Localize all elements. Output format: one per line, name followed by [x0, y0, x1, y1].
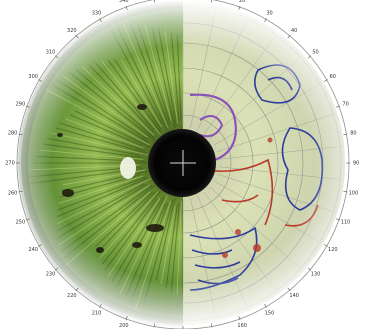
- degree-label-270: 270: [5, 161, 15, 167]
- degree-label-120: 120: [328, 247, 338, 253]
- degree-label-260: 260: [8, 191, 18, 197]
- degree-tick: [38, 79, 42, 82]
- degree-tick: [125, 5, 128, 10]
- degree-tick: [336, 105, 341, 108]
- degree-label-240: 240: [28, 247, 38, 253]
- degree-label-250: 250: [16, 220, 26, 226]
- degree-tick: [25, 105, 30, 108]
- degree-label-150: 150: [265, 310, 275, 316]
- degree-tick: [343, 133, 348, 135]
- degree-tick: [99, 304, 102, 308]
- degree-tick: [125, 316, 128, 321]
- degree-tick: [287, 287, 291, 292]
- degree-tick: [75, 287, 79, 292]
- degree-label-90: 90: [353, 161, 359, 167]
- degree-tick: [324, 79, 328, 82]
- degree-label-20: 20: [239, 0, 245, 4]
- degree-tick: [75, 34, 79, 39]
- degree-scale: 0102030405060708090100110120130140150160…: [5, 0, 359, 333]
- degree-tick: [264, 18, 267, 22]
- degree-tick: [54, 267, 59, 271]
- degree-label-300: 300: [28, 74, 38, 80]
- degree-tick: [54, 55, 59, 59]
- degree-tick: [336, 218, 341, 221]
- degree-tick: [238, 5, 241, 10]
- degree-label-60: 60: [330, 74, 336, 80]
- degree-label-160: 160: [237, 323, 247, 329]
- degree-label-40: 40: [291, 28, 297, 34]
- degree-label-320: 320: [67, 28, 77, 34]
- degree-label-130: 130: [311, 272, 321, 278]
- degree-label-100: 100: [349, 191, 359, 197]
- degree-tick: [211, 0, 213, 3]
- degree-tick: [211, 323, 213, 328]
- degree-label-210: 210: [92, 310, 102, 316]
- degree-label-200: 200: [119, 323, 129, 329]
- degree-label-70: 70: [342, 101, 348, 107]
- degree-label-290: 290: [16, 101, 26, 107]
- degree-tick: [99, 18, 102, 22]
- degree-label-340: 340: [119, 0, 129, 4]
- degree-label-30: 30: [266, 11, 272, 17]
- degree-tick: [287, 34, 291, 39]
- degree-label-310: 310: [46, 49, 56, 55]
- degree-label-330: 330: [92, 11, 102, 17]
- degree-tick: [264, 304, 267, 308]
- degree-label-220: 220: [67, 293, 77, 299]
- degree-label-280: 280: [8, 131, 18, 137]
- degree-tick: [238, 316, 241, 321]
- degree-label-80: 80: [350, 131, 356, 137]
- degree-label-110: 110: [341, 220, 351, 226]
- degree-tick: [307, 55, 312, 59]
- degree-tick: [38, 244, 42, 247]
- degree-tick: [18, 133, 23, 135]
- degree-tick: [324, 244, 328, 247]
- degree-tick: [153, 0, 155, 3]
- degree-tick: [307, 267, 312, 271]
- degree-tick: [25, 218, 30, 221]
- degree-label-140: 140: [289, 293, 299, 299]
- degree-tick: [343, 191, 348, 193]
- degree-tick: [18, 191, 23, 193]
- degree-tick: [153, 323, 155, 328]
- degree-label-50: 50: [312, 49, 318, 55]
- degree-label-230: 230: [46, 272, 56, 278]
